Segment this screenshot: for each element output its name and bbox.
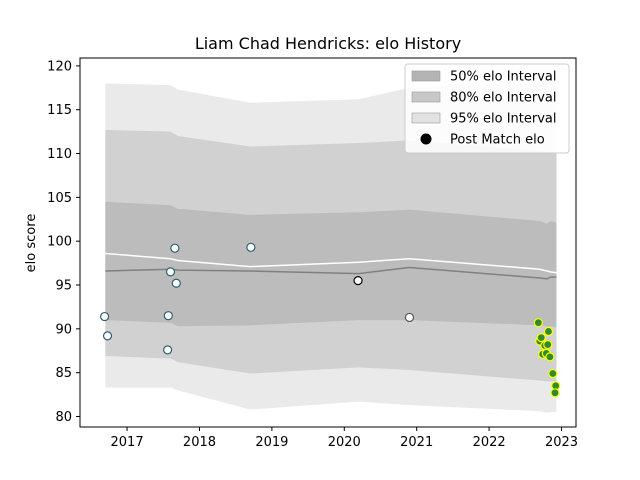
y-tick-label: 95: [55, 279, 72, 294]
legend-swatch: [411, 91, 441, 103]
match-point: [171, 278, 181, 288]
y-tick-label: 100: [47, 235, 72, 250]
legend-label: 80% elo Interval: [450, 91, 557, 106]
y-tick-label: 110: [47, 147, 72, 162]
legend-label: Post Match elo: [450, 133, 545, 148]
match-point: [100, 311, 110, 322]
match-point: [550, 388, 560, 398]
legend-label: 50% elo Interval: [450, 70, 557, 85]
x-tick-label: 2018: [183, 435, 216, 450]
match-point: [165, 267, 176, 277]
match-point: [170, 243, 180, 253]
match-point: [353, 276, 363, 286]
legend-label: 95% elo Interval: [450, 112, 557, 127]
match-point: [543, 326, 554, 337]
y-tick-label: 105: [47, 191, 72, 206]
y-axis-label: elo score: [24, 214, 39, 273]
y-tick-label: 120: [47, 59, 72, 74]
match-point: [543, 340, 553, 350]
x-axis: 2017 2018 2019 2020 2021 2022 2023: [111, 427, 578, 450]
match-point: [533, 318, 543, 328]
y-axis: 80 85 90 95 100 105 110 115 120: [47, 59, 80, 425]
x-tick-label: 2023: [545, 435, 578, 450]
match-point: [163, 311, 173, 321]
x-tick-label: 2019: [255, 435, 288, 450]
legend-swatch: [411, 70, 441, 82]
x-tick-label: 2022: [473, 435, 506, 450]
axes-frame: [79, 57, 577, 428]
y-tick-label: 80: [55, 410, 72, 425]
match-point: [404, 312, 415, 323]
match-point: [545, 352, 555, 362]
legend-marker: [420, 133, 432, 145]
y-tick-label: 115: [47, 103, 72, 118]
legend: 50% elo Interval 80% elo Interval 95% elo …: [404, 63, 570, 154]
match-point: [163, 345, 173, 355]
y-tick-label: 90: [55, 322, 72, 337]
mean-elo-line: [105, 252, 557, 274]
legend-frame: [404, 63, 570, 154]
chart-title: Liam Chad Hendricks: elo History: [195, 34, 461, 53]
x-tick-label: 2020: [328, 435, 361, 450]
band-50-interval: [105, 201, 557, 328]
match-point: [102, 331, 113, 341]
x-tick-label: 2021: [400, 435, 433, 450]
interval-bands: [105, 79, 557, 413]
plot-area: [100, 79, 561, 413]
match-point: [536, 333, 546, 343]
legend-swatch: [411, 112, 441, 124]
match-points: [100, 242, 561, 398]
match-point: [548, 368, 558, 379]
match-point: [246, 242, 256, 252]
y-tick-label: 85: [55, 366, 72, 381]
x-tick-label: 2017: [111, 435, 144, 450]
